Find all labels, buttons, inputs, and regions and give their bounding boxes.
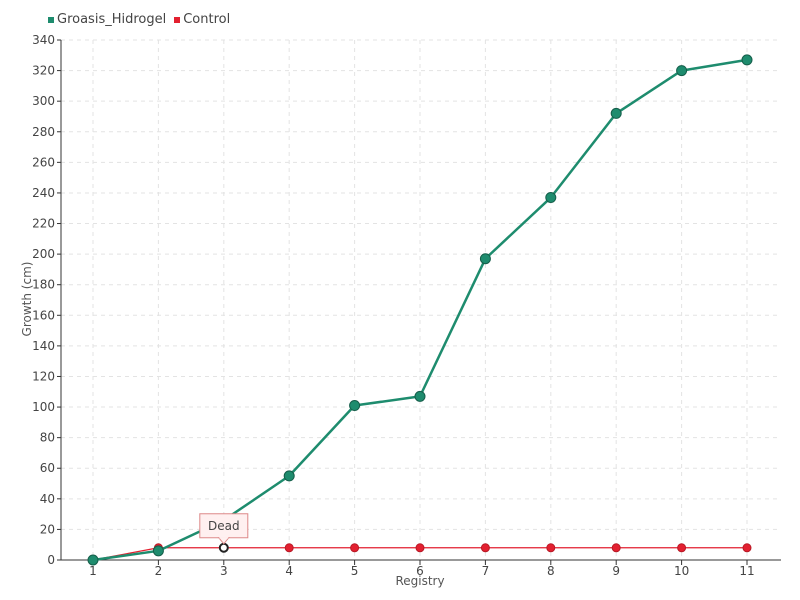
x-tick-label: 10 [674, 564, 689, 578]
chart-legend: Groasis_Hidrogel Control [48, 12, 230, 27]
legend-swatch-control [174, 16, 181, 23]
annotation-tooltip-pointer [217, 537, 230, 545]
y-axis-title: Growth (cm) [20, 262, 34, 337]
y-tick-label: 180 [32, 278, 55, 292]
data-point-control[interactable] [677, 543, 687, 553]
data-point-control[interactable] [742, 543, 752, 553]
y-tick-label: 300 [32, 94, 55, 108]
data-point-groasis-hidrogel[interactable] [87, 554, 99, 566]
y-tick-label: 120 [32, 369, 55, 383]
y-tick-label: 20 [40, 522, 55, 536]
y-tick-label: 40 [40, 492, 55, 506]
data-point-groasis-hidrogel[interactable] [545, 192, 557, 204]
x-tick-label: 1 [89, 564, 97, 578]
y-tick-label: 340 [32, 33, 55, 47]
data-point-groasis-hidrogel[interactable] [349, 400, 361, 412]
data-point-groasis-hidrogel[interactable] [479, 253, 491, 265]
y-tick-label: 200 [32, 247, 55, 261]
x-tick-label: 9 [612, 564, 620, 578]
series-line-groasis-hidrogel [92, 58, 748, 562]
y-tick-label: 0 [47, 553, 55, 567]
data-point-control[interactable] [480, 543, 490, 553]
legend-label-control: Control [183, 12, 231, 27]
data-point-control[interactable] [284, 543, 294, 553]
data-point-control[interactable] [218, 542, 229, 553]
grid [61, 39, 781, 560]
series-layer [87, 54, 753, 566]
x-tick-label: 4 [285, 564, 293, 578]
y-tick-label: 320 [32, 64, 55, 78]
y-tick-label: 280 [32, 125, 55, 139]
data-point-control[interactable] [611, 543, 621, 553]
data-point-groasis-hidrogel[interactable] [414, 390, 426, 402]
y-tick-label: 80 [40, 431, 55, 445]
x-tick-label: 7 [482, 564, 490, 578]
data-point-groasis-hidrogel[interactable] [676, 65, 688, 77]
data-point-control[interactable] [415, 543, 425, 553]
x-tick-label: 8 [547, 564, 555, 578]
legend-swatch-groasis [48, 16, 54, 23]
x-tick-label: 2 [155, 564, 163, 578]
y-tick-label: 260 [32, 155, 55, 169]
annotation-tooltip-text: Dead [208, 519, 240, 533]
data-point-groasis-hidrogel[interactable] [152, 545, 164, 557]
axes: 0 20 40 60 80 100 120 140 160 180 200 220 240 260 280 3… [32, 33, 781, 578]
data-point-groasis-hidrogel[interactable] [741, 54, 753, 66]
y-tick-label: 240 [32, 186, 55, 200]
legend-label-groasis: Groasis_Hidrogel [57, 12, 167, 27]
legend-item-control[interactable]: Control [174, 12, 230, 27]
y-tick-label: 140 [32, 339, 55, 353]
x-axis-title: Registry [395, 574, 444, 588]
data-point-control[interactable] [350, 543, 360, 553]
x-tick-label: 3 [220, 564, 228, 578]
annotation-tooltip-box [199, 513, 249, 539]
y-tick-label: 60 [40, 461, 55, 475]
annotation-layer: Dead [199, 513, 249, 545]
y-tick-label: 160 [32, 308, 55, 322]
x-tick-label: 11 [739, 564, 754, 578]
legend-item-groasis[interactable]: Groasis_Hidrogel [48, 12, 166, 27]
x-tick-label: 6 [416, 564, 424, 578]
x-tick-label: 5 [351, 564, 359, 578]
y-tick-label: 100 [32, 400, 55, 414]
data-point-groasis-hidrogel[interactable] [610, 107, 622, 119]
data-point-groasis-hidrogel[interactable] [283, 470, 295, 482]
data-point-control[interactable] [546, 543, 556, 553]
y-tick-label: 220 [32, 217, 55, 231]
